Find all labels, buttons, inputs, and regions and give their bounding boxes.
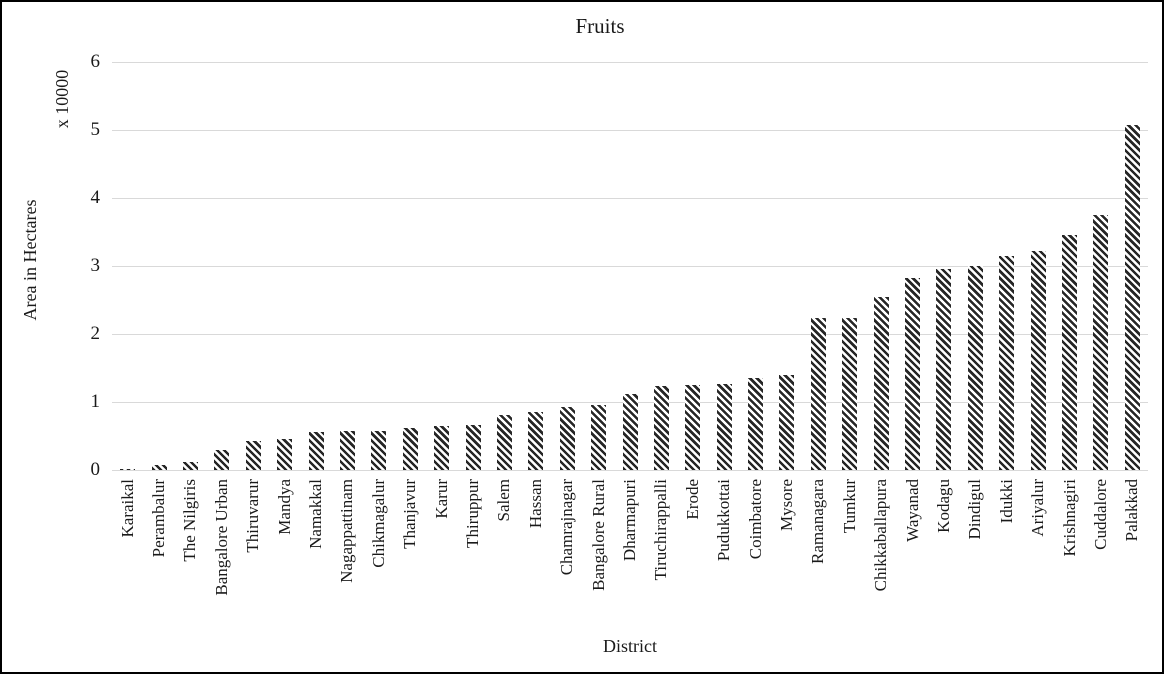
bar-namakkal bbox=[309, 432, 324, 470]
gridline-y-6 bbox=[112, 62, 1148, 63]
bar-the-nilgiris bbox=[183, 462, 198, 470]
x-category-label-chikkaballapura: Chikkaballapura bbox=[871, 479, 891, 592]
x-category-label-ariyalur: Ariyalur bbox=[1028, 479, 1048, 537]
x-category-label-wayanad: Wayanad bbox=[902, 479, 922, 542]
y-axis-title: Area in Hectares bbox=[20, 199, 40, 321]
x-category-label-ramanagara: Ramanagara bbox=[808, 479, 828, 564]
x-category-label-coimbatore: Coimbatore bbox=[745, 479, 765, 560]
bar-krishnagiri bbox=[1062, 235, 1077, 470]
bar-palakkad bbox=[1125, 125, 1140, 470]
bar-tiruchirappalli bbox=[654, 386, 669, 470]
bar-chikkaballapura bbox=[874, 297, 889, 470]
x-category-label-idukki: Idukki bbox=[996, 479, 1016, 524]
x-category-label-nagappattinam: Nagappattinam bbox=[337, 479, 357, 583]
bar-thiruvarur bbox=[246, 441, 261, 470]
x-category-label-thiruppur: Thiruppur bbox=[463, 479, 483, 548]
gridline-y-5 bbox=[112, 130, 1148, 131]
y-tick-label-4: 4 bbox=[90, 187, 101, 208]
bar-wayanad bbox=[905, 278, 920, 470]
bar-nagappattinam bbox=[340, 431, 355, 470]
y-tick-label-2: 2 bbox=[90, 323, 101, 344]
x-category-label-krishnagiri: Krishnagiri bbox=[1059, 479, 1079, 557]
gridline-y-4 bbox=[112, 198, 1148, 199]
x-category-label-tumkur: Tumkur bbox=[839, 479, 859, 534]
x-category-label-thiruvarur: Thiruvarur bbox=[243, 479, 263, 553]
bar-tumkur bbox=[842, 318, 857, 470]
x-category-label-salem: Salem bbox=[494, 479, 514, 522]
x-category-label-dindigul: Dindigul bbox=[965, 479, 985, 540]
bar-thanjavur bbox=[403, 428, 418, 470]
x-category-label-thanjavur: Thanjavur bbox=[400, 479, 420, 549]
gridline-y-0 bbox=[112, 470, 1148, 471]
bar-bangalore-urban bbox=[214, 450, 229, 470]
x-category-label-tiruchirappalli: Tiruchirappalli bbox=[651, 479, 671, 581]
x-category-label-pudukkottai: Pudukkottai bbox=[714, 479, 734, 562]
x-axis-title: District bbox=[603, 636, 657, 656]
bar-erode bbox=[685, 385, 700, 470]
y-tick-label-1: 1 bbox=[90, 391, 101, 412]
x-category-label-the-nilgiris: The Nilgiris bbox=[180, 479, 200, 562]
x-category-label-erode: Erode bbox=[682, 479, 702, 520]
x-category-label-kodagu: Kodagu bbox=[933, 479, 953, 533]
y-tick-label-0: 0 bbox=[90, 459, 101, 480]
x-category-label-bangalore-urban: Bangalore Urban bbox=[211, 479, 231, 596]
x-category-label-karaikal: Karaikal bbox=[117, 479, 137, 538]
bar-dharmapuri bbox=[623, 394, 638, 470]
x-category-label-karur: Karur bbox=[431, 479, 451, 519]
gridline-y-3 bbox=[112, 266, 1148, 267]
bar-cuddalore bbox=[1093, 215, 1108, 470]
bar-chamrajnagar bbox=[560, 407, 575, 470]
bar-chikmagalur bbox=[371, 431, 386, 470]
x-category-label-mandya: Mandya bbox=[274, 479, 294, 535]
bar-dindigul bbox=[968, 266, 983, 470]
bar-hassan bbox=[528, 412, 543, 470]
bar-bangalore-rural bbox=[591, 405, 606, 470]
bar-perambalur bbox=[152, 465, 167, 470]
bar-salem bbox=[497, 415, 512, 470]
y-tick-label-5: 5 bbox=[90, 119, 101, 140]
x-category-label-mysore: Mysore bbox=[776, 479, 796, 531]
bar-karur bbox=[434, 426, 449, 470]
chart-title: Fruits bbox=[575, 14, 625, 38]
y-tick-label-6: 6 bbox=[90, 51, 101, 72]
bar-ramanagara bbox=[811, 318, 826, 470]
x-category-label-perambalur: Perambalur bbox=[149, 479, 169, 558]
x-category-label-palakkad: Palakkad bbox=[1122, 479, 1142, 542]
bar-ariyalur bbox=[1031, 251, 1046, 470]
bar-mysore bbox=[779, 375, 794, 470]
x-category-label-chikmagalur: Chikmagalur bbox=[368, 479, 388, 568]
y-tick-label-3: 3 bbox=[90, 255, 101, 276]
gridline-y-2 bbox=[112, 334, 1148, 335]
x-category-label-cuddalore: Cuddalore bbox=[1090, 479, 1110, 550]
bar-idukki bbox=[999, 256, 1014, 470]
bar-coimbatore bbox=[748, 378, 763, 470]
x-category-label-hassan: Hassan bbox=[525, 479, 545, 529]
x-category-label-dharmapuri: Dharmapuri bbox=[620, 479, 639, 562]
bar-mandya bbox=[277, 439, 292, 470]
bar-pudukkottai bbox=[717, 384, 732, 470]
x-category-label-bangalore-rural: Bangalore Rural bbox=[588, 479, 608, 591]
x-category-label-chamrajnagar: Chamrajnagar bbox=[557, 479, 577, 576]
bar-thiruppur bbox=[466, 425, 481, 470]
bar-kodagu bbox=[936, 269, 951, 470]
x-category-label-namakkal: Namakkal bbox=[306, 479, 326, 549]
bar-karaikal bbox=[120, 469, 135, 470]
